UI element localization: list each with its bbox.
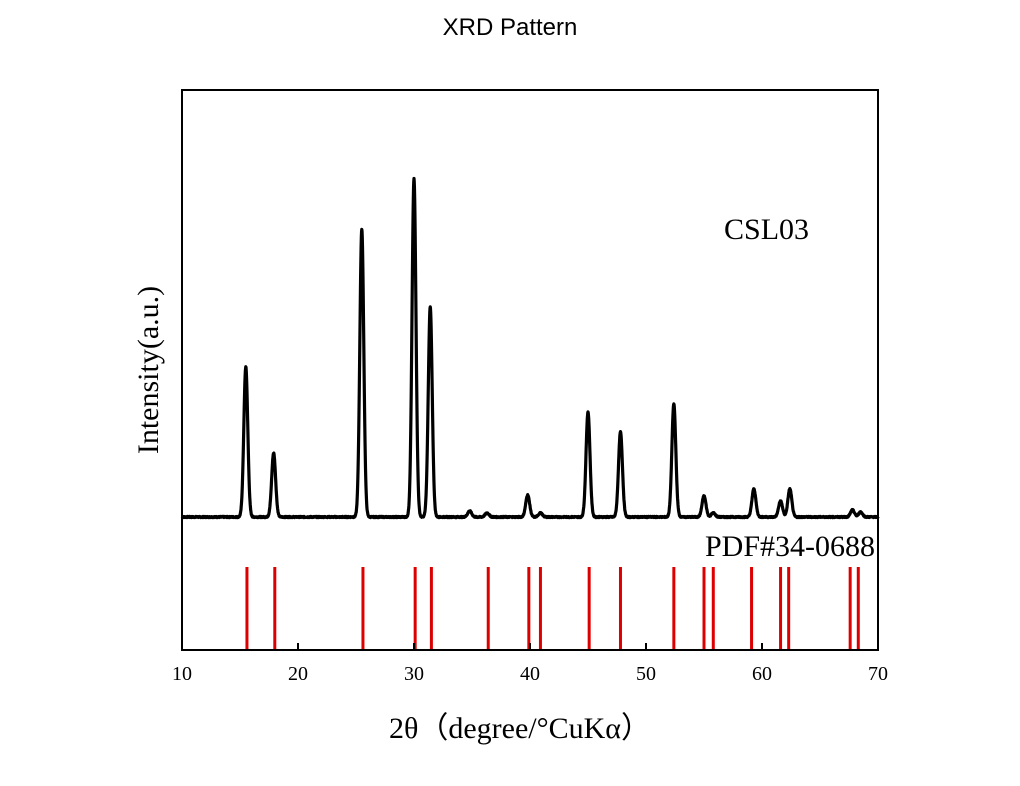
x-tick-label: 60 bbox=[752, 663, 772, 685]
x-tick-label: 50 bbox=[636, 663, 656, 685]
x-tick-label: 30 bbox=[404, 663, 424, 685]
sample-label: CSL03 bbox=[724, 213, 809, 246]
x-tick-label: 20 bbox=[288, 663, 308, 685]
x-tick-label: 10 bbox=[172, 663, 192, 685]
reference-lines bbox=[245, 567, 860, 649]
xrd-pattern-line bbox=[180, 176, 880, 520]
x-axis-ticks: 10 20 30 40 50 60 70 bbox=[172, 643, 888, 685]
x-tick-label: 70 bbox=[868, 663, 888, 685]
chart-title: XRD Pattern bbox=[443, 14, 578, 41]
y-axis-label: Intensity(a.u.) bbox=[132, 286, 165, 454]
reference-label: PDF#34-0688 bbox=[705, 530, 875, 563]
x-axis-label: 2θ（degree/°CuKα） bbox=[389, 712, 651, 745]
plot-frame bbox=[181, 89, 879, 651]
x-tick-label: 40 bbox=[520, 663, 540, 685]
sample-label-clip: CSL03 bbox=[724, 213, 809, 246]
